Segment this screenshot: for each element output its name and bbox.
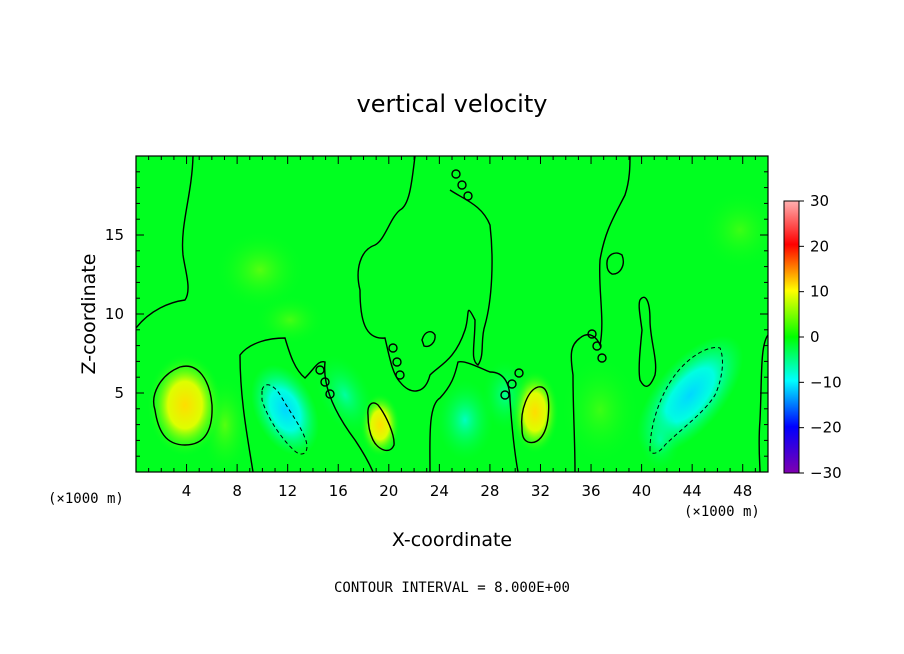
colorbar	[783, 200, 800, 474]
x-tick-label: 12	[278, 482, 297, 500]
x-tick-label: 4	[182, 482, 192, 500]
x-tick-label: 28	[480, 482, 499, 500]
colorbar-tick-label: −10	[810, 373, 842, 391]
x-axis: 4 8 12 16 20 24 28 32 36 40 44 48	[148, 156, 756, 500]
x-tick-label: 24	[430, 482, 449, 500]
x-unit-left: (×1000 m)	[48, 491, 124, 507]
x-tick-label: 8	[232, 482, 242, 500]
y-tick-label: 15	[105, 226, 124, 244]
x-tick-label: 44	[683, 482, 702, 500]
y-tick-label: 10	[105, 305, 124, 323]
x-axis-label: X-coordinate	[392, 529, 512, 551]
x-tick-label: 36	[581, 482, 600, 500]
x-tick-label: 32	[531, 482, 550, 500]
y-tick-label: 5	[114, 384, 124, 402]
colorbar-ticks: 30 20 10 0 −10 −20 −30	[799, 192, 842, 482]
downdraft-cell	[437, 380, 493, 460]
x-unit-right: (×1000 m)	[684, 504, 760, 520]
contour-interval-note: CONTOUR INTERVAL = 8.000E+00	[334, 580, 570, 596]
colorbar-tick-label: −30	[810, 464, 842, 482]
x-tick-label: 16	[329, 482, 348, 500]
downdraft-cell	[251, 364, 319, 456]
heatmap-field	[136, 156, 768, 472]
colorbar-tick-label: −20	[810, 419, 842, 437]
colorbar-tick-label: 0	[810, 328, 820, 346]
colorbar-tick-label: 30	[810, 192, 829, 210]
colorbar-tick-label: 20	[810, 237, 829, 255]
y-axis-label: Z-coordinate	[78, 254, 100, 375]
colorbar-tick-label: 10	[810, 283, 829, 301]
x-tick-label: 48	[733, 482, 752, 500]
chart-title: vertical velocity	[357, 90, 548, 118]
y-axis: 5 10 15	[105, 171, 768, 457]
updraft-cell	[147, 353, 223, 457]
contour-lines	[136, 156, 768, 472]
x-tick-label: 20	[379, 482, 398, 500]
x-tick-label: 40	[632, 482, 651, 500]
